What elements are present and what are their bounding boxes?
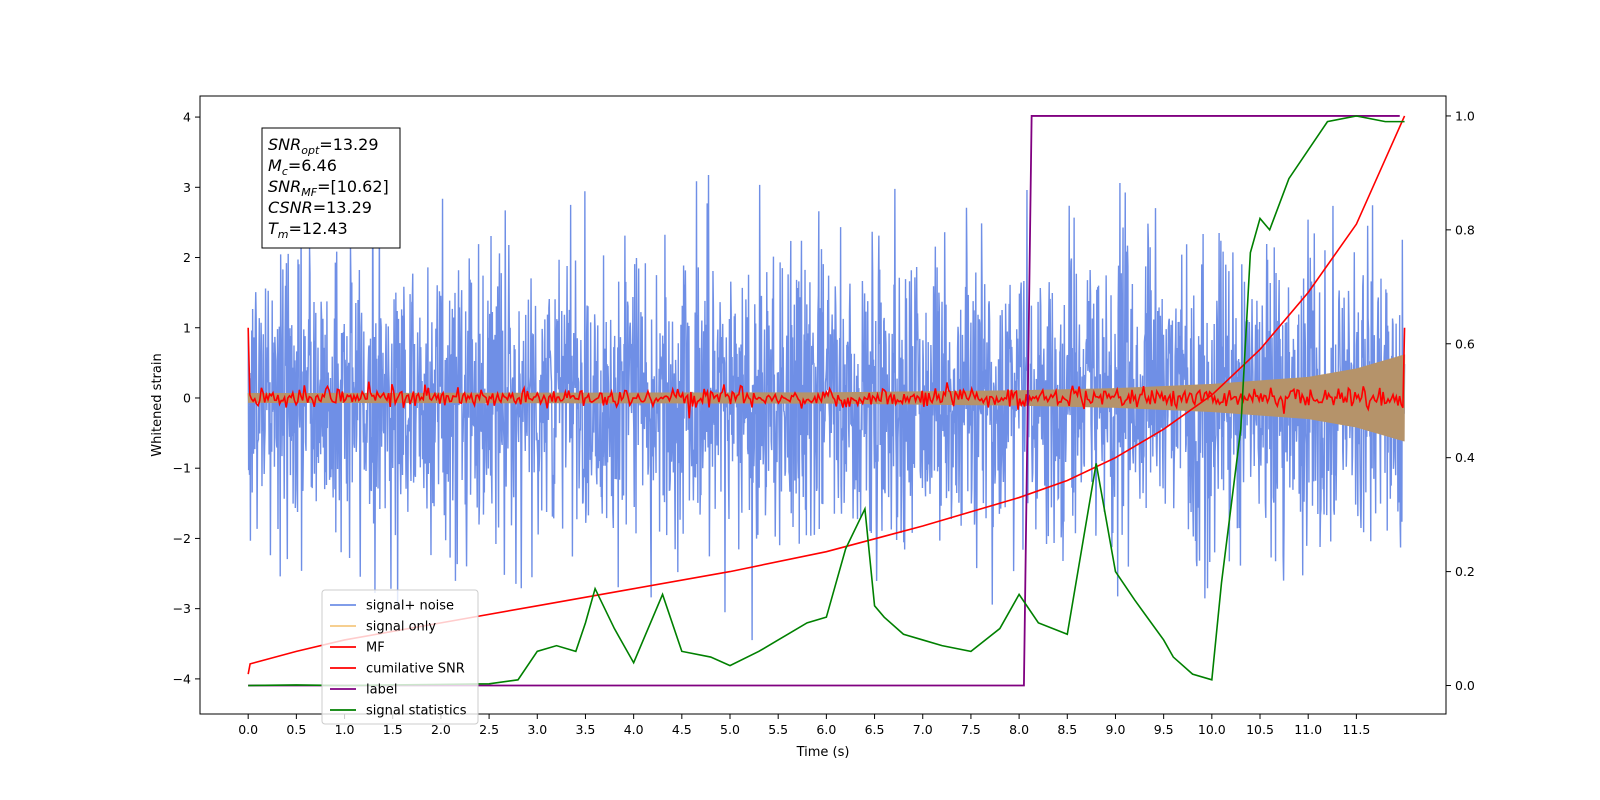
- x-tick-label: 8.0: [1009, 722, 1029, 737]
- y-left-tick-label: −1: [173, 461, 191, 476]
- x-tick-label: 2.0: [431, 722, 451, 737]
- y-right-tick-label: 0.8: [1455, 222, 1475, 237]
- legend-label: signal+ noise: [366, 599, 454, 614]
- x-tick-label: 2.5: [479, 722, 499, 737]
- y-left-tick-label: −2: [173, 531, 191, 546]
- legend-label: label: [366, 683, 397, 698]
- y-axis-right: 1.0 0.8 0.6 0.4 0.2 0.0: [1446, 108, 1475, 693]
- series-signal-noise: [247, 160, 1406, 641]
- legend-label: signal statistics: [366, 704, 467, 719]
- annotation-frame: [261, 127, 401, 249]
- annotation-box: SNRopt=13.29Mc=6.46SNRMF=[10.62]CSNR=13.…: [261, 127, 401, 249]
- annotation-line: SNRopt=13.29: [268, 135, 379, 157]
- x-tick-label: 5.0: [720, 722, 740, 737]
- y-right-tick-label: 0.0: [1455, 678, 1475, 693]
- legend-label: MF: [366, 641, 385, 656]
- x-tick-label: 9.5: [1154, 722, 1174, 737]
- x-tick-label: 1.5: [383, 722, 403, 737]
- y-left-tick-label: 0: [183, 390, 191, 405]
- series-signal-statistics: [248, 115, 1405, 687]
- x-tick-label: 8.5: [1057, 722, 1077, 737]
- y-left-tick-label: −4: [173, 671, 191, 686]
- y-axis-left: 4 3 2 1 0 −1 −2 −3 −4: [173, 110, 200, 686]
- annotation-line: Tm=12.43: [268, 219, 348, 241]
- plot-frame: [199, 95, 1447, 715]
- x-tick-label: 6.0: [816, 722, 836, 737]
- x-tick-label: 10.0: [1198, 722, 1226, 737]
- y-left-tick-label: 1: [183, 320, 191, 335]
- y-axis-title: Whitened strain: [150, 353, 165, 456]
- x-tick-label: 3.5: [576, 722, 596, 737]
- x-tick-label: 11.5: [1342, 722, 1370, 737]
- x-tick-label: 10.5: [1246, 722, 1274, 737]
- x-tick-label: 9.0: [1106, 722, 1126, 737]
- x-tick-label: 4.5: [672, 722, 692, 737]
- legend-label: signal only: [366, 620, 436, 635]
- x-tick-label: 1.0: [335, 722, 355, 737]
- legend: signal+ noise signal only MF cumilative SNR…: [321, 589, 479, 725]
- y-right-tick-label: 1.0: [1455, 108, 1475, 123]
- annotation-line: Mc=6.46: [268, 156, 337, 178]
- x-tick-label: 3.0: [527, 722, 547, 737]
- x-tick-label: 5.5: [768, 722, 788, 737]
- annotation-line: SNRMF=[10.62]: [268, 177, 389, 199]
- legend-label: cumilative SNR: [366, 662, 465, 677]
- y-left-tick-label: 4: [183, 110, 191, 125]
- y-left-tick-label: 3: [183, 180, 191, 195]
- x-axis-title: Time (s): [796, 745, 850, 760]
- x-tick-label: 0.0: [238, 722, 258, 737]
- x-tick-label: 11.0: [1294, 722, 1322, 737]
- y-right-tick-label: 0.6: [1455, 336, 1475, 351]
- x-tick-label: 4.0: [624, 722, 644, 737]
- y-left-tick-label: −3: [173, 601, 191, 616]
- series-label: [248, 115, 1400, 687]
- annotation-line: CSNR=13.29: [268, 198, 372, 217]
- x-tick-label: 7.0: [913, 722, 933, 737]
- x-tick-label: 0.5: [286, 722, 306, 737]
- y-left-tick-label: 2: [183, 250, 191, 265]
- legend-box: [321, 589, 479, 725]
- y-right-tick-label: 0.2: [1455, 564, 1475, 579]
- y-right-tick-label: 0.4: [1455, 450, 1475, 465]
- x-axis: 0.0 0.5 1.0 1.5 2.0 2.5 3.0 3.5 4.0 4.5 5.0 5.5 6.0 6…: [238, 714, 1370, 737]
- series-mf: [247, 327, 1406, 419]
- x-tick-label: 6.5: [865, 722, 885, 737]
- x-tick-label: 7.5: [961, 722, 981, 737]
